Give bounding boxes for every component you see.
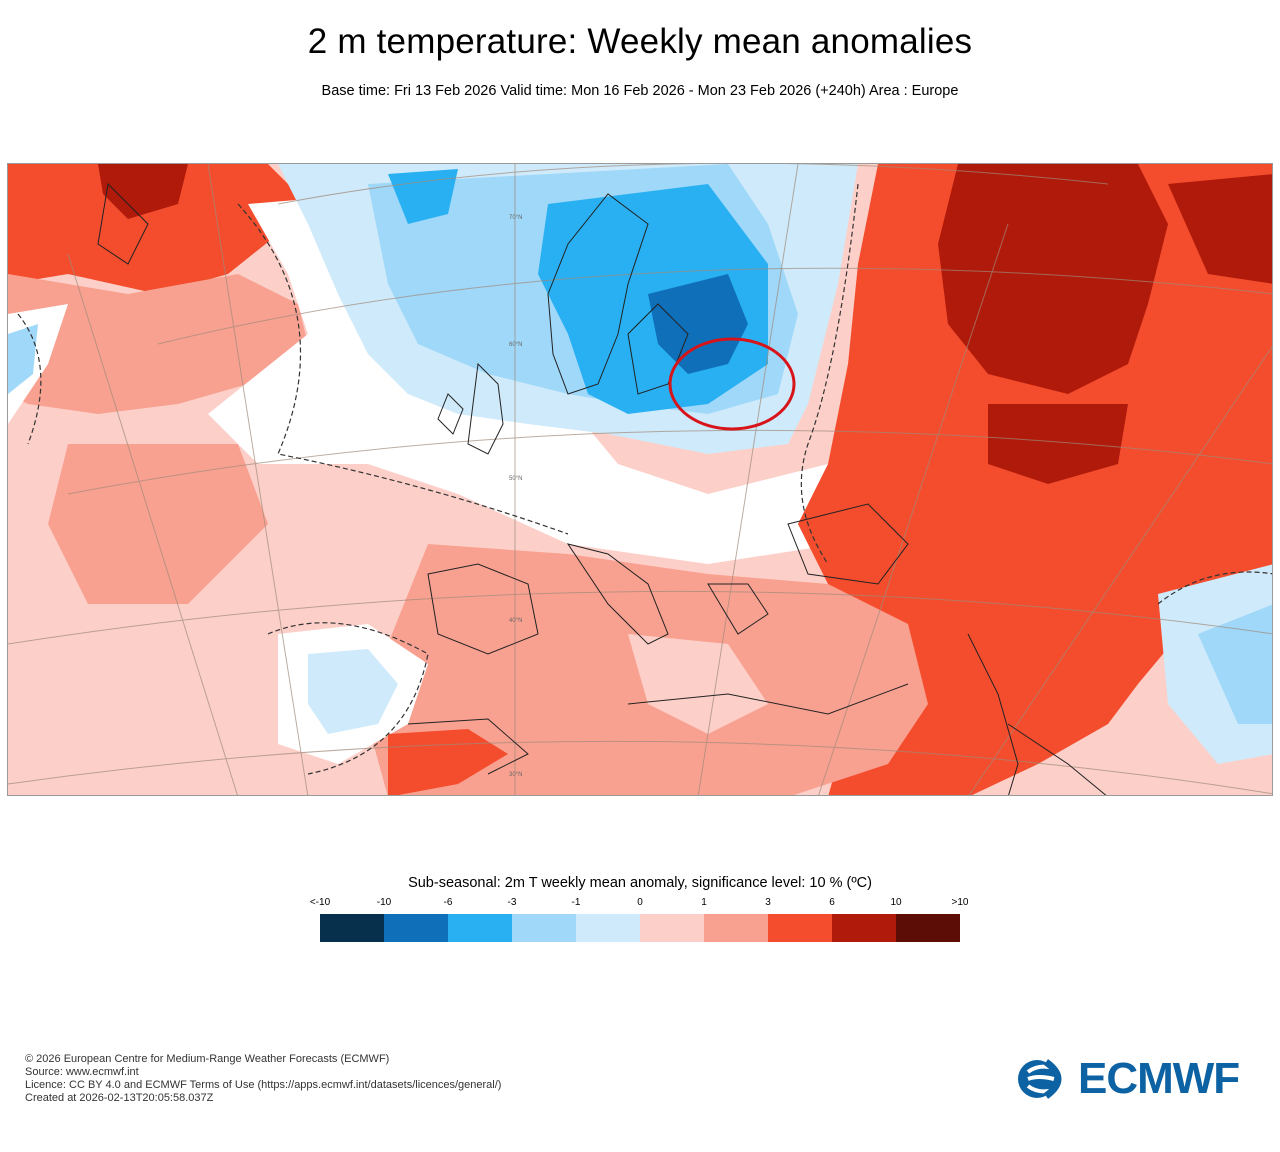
legend-tick-label: <-10 — [309, 897, 331, 908]
legend-swatch — [832, 914, 896, 942]
anomaly-zone-norway-core — [388, 169, 458, 224]
anomaly-zone-sahara-light — [628, 634, 768, 734]
anomaly-zone-baltic-core — [648, 274, 748, 374]
legend-tick-label: -6 — [443, 897, 453, 908]
footer-credits: © 2026 European Centre for Medium-Range … — [25, 1053, 501, 1105]
legend-tick-label: -3 — [507, 897, 517, 908]
anomaly-map: 70°N 60°N 50°N 40°N 30°N — [7, 163, 1273, 796]
lat-label-30: 30°N — [509, 772, 522, 778]
legend-tick-label: 1 — [701, 897, 707, 908]
legend-tick-label: 6 — [829, 897, 835, 908]
anomaly-zone-russia-strong — [938, 164, 1168, 394]
legend-swatch — [640, 914, 704, 942]
legend-swatch — [512, 914, 576, 942]
anomaly-zone-atlantic-band — [48, 444, 268, 604]
lat-label-40: 40°N — [509, 618, 522, 624]
legend-ticks: <-10 -10 -6 -3 -1 0 1 3 6 10 >10 — [300, 897, 980, 911]
highlight-circle — [668, 337, 796, 431]
ecmwf-logo-icon — [1018, 1059, 1062, 1099]
lat-label-50: 50°N — [509, 476, 522, 482]
footer-source: Source: www.ecmwf.int — [25, 1066, 139, 1078]
significance-contours — [17, 183, 1272, 775]
legend-tick-label: 3 — [765, 897, 771, 908]
coastlines — [97, 182, 1107, 795]
footer-licence: Licence: CC BY 4.0 and ECMWF Terms of Us… — [25, 1079, 502, 1091]
legend-colorbar — [320, 914, 960, 942]
ecmwf-logo-text: ECMWF — [1078, 1054, 1240, 1103]
anomaly-zone-caspian-strong — [988, 404, 1128, 484]
footer-copyright: © 2026 European Centre for Medium-Range … — [25, 1053, 390, 1065]
lat-label-70: 70°N — [509, 215, 522, 221]
graticule — [8, 164, 1272, 795]
legend-tick-label: -1 — [571, 897, 581, 908]
legend-swatch — [448, 914, 512, 942]
anomaly-zone-ural-strong — [1168, 174, 1272, 284]
legend-tick-label: 10 — [890, 897, 902, 908]
legend-swatch — [384, 914, 448, 942]
legend-swatch — [704, 914, 768, 942]
anomaly-zone-labrador-cold — [8, 324, 38, 394]
chart-title: 2 m temperature: Weekly mean anomalies — [307, 22, 973, 61]
legend-tick-label: >10 — [951, 897, 969, 908]
anomaly-zone-iberia-cold — [308, 649, 398, 734]
legend-swatch — [320, 914, 384, 942]
latitude-labels: 70°N 60°N 50°N 40°N 30°N — [509, 215, 522, 778]
legend-swatch — [896, 914, 960, 942]
lat-label-60: 60°N — [509, 342, 522, 348]
anomaly-zone-greenland-warm — [8, 164, 308, 294]
legend-swatch — [768, 914, 832, 942]
chart-subtitle: Base time: Fri 13 Feb 2026 Valid time: M… — [321, 83, 959, 99]
legend-tick-label: -10 — [376, 897, 392, 908]
footer-created: Created at 2026-02-13T20:05:58.037Z — [25, 1092, 214, 1104]
anomaly-zone-arabia-strong-cold — [1198, 604, 1272, 724]
legend-swatch — [576, 914, 640, 942]
legend-tick-label: 0 — [637, 897, 643, 908]
anomaly-zone-greenland-strong — [98, 164, 188, 219]
legend-title: Sub-seasonal: 2m T weekly mean anomaly, … — [408, 875, 872, 891]
ecmwf-logo: ECMWF — [1016, 1054, 1260, 1104]
